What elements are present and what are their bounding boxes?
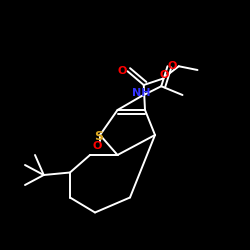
Text: O: O [93, 141, 102, 151]
Text: NH: NH [132, 88, 150, 98]
Text: O: O [118, 66, 127, 76]
Text: O: O [159, 70, 168, 80]
Text: S: S [94, 130, 103, 143]
Text: O: O [168, 61, 177, 71]
